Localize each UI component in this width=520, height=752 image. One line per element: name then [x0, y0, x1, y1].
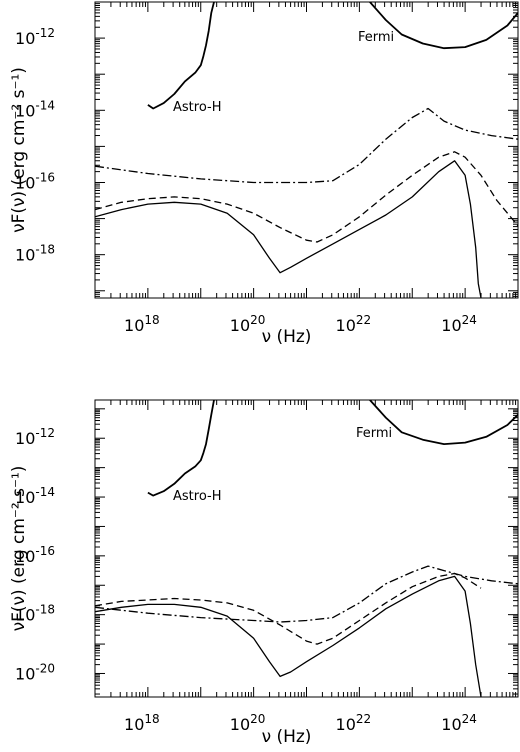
plot-frame [94, 1, 519, 299]
y-tick-label: 10-12 [15, 426, 55, 448]
y-tick-label: 10-12 [15, 26, 55, 48]
y-tick-label: 10-16 [15, 170, 55, 192]
y-tick-label: 10-20 [15, 661, 55, 683]
annotation-fermi: Fermi [356, 426, 392, 441]
x-axis-label: ν (Hz) [262, 727, 312, 747]
model-curve-dashed [95, 151, 518, 243]
model-curve-dashdot [95, 107, 518, 184]
y-axis-label: νF(ν) (erg cm⁻² s⁻¹) [9, 466, 29, 632]
y-tick-label: 10-14 [15, 98, 55, 120]
model-curve-solid [95, 160, 482, 298]
x-axis-label: ν (Hz) [262, 327, 312, 347]
y-axis-label: νF(ν) (erg cm⁻² s⁻¹) [9, 67, 29, 233]
model-curve-dashdot [95, 565, 518, 623]
x-tick-label: 1022 [336, 313, 372, 335]
x-tick-label: 1020 [230, 712, 266, 734]
chart-panel-2: 1018 1020 1022 1024 10-12 10-14 10-16 10-18 10-2… [9, 399, 519, 747]
series-group [95, 2, 518, 298]
annotation-astro-h: Astro-H [173, 100, 221, 115]
sensitivity-curve-fermi [369, 400, 518, 445]
annotation-astro-h: Astro-H [173, 489, 221, 504]
plot-frame [94, 399, 519, 698]
sensitivity-curve-fermi [369, 2, 518, 50]
series-group [95, 400, 518, 697]
sensitivity-curve-astro-h [147, 2, 215, 110]
y-tick-label: 10-18 [15, 603, 55, 625]
x-tick-label: 1020 [230, 313, 266, 335]
x-tick-label: 1022 [336, 712, 372, 734]
annotation-fermi: Fermi [358, 30, 394, 45]
y-tick-label: 10-18 [15, 243, 55, 265]
model-curve-dashed [95, 572, 482, 645]
sensitivity-curve-astro-h [147, 400, 215, 497]
model-curve-solid [95, 575, 482, 697]
y-tick-label: 10-16 [15, 544, 55, 566]
y-tick-label: 10-14 [15, 485, 55, 507]
x-tick-label: 1024 [441, 313, 477, 335]
x-tick-label: 1024 [441, 712, 477, 734]
chart-panel-1: 1018 1020 1022 1024 10-12 10-14 10-16 10-18 ν (H… [9, 1, 519, 347]
x-tick-label: 1018 [124, 313, 160, 335]
x-tick-label: 1018 [124, 712, 160, 734]
